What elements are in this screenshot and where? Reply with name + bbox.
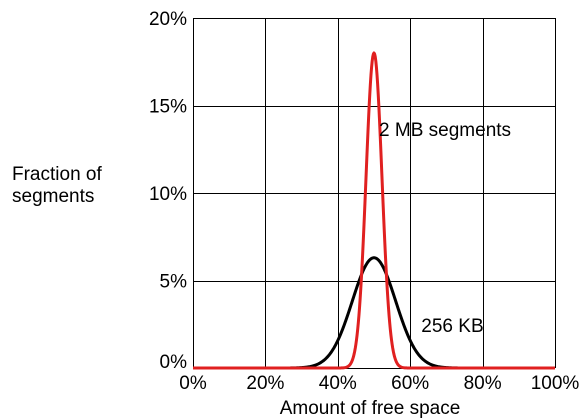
x-tick-label: 0%	[179, 373, 207, 394]
y-tick-label: 10%	[149, 184, 187, 205]
annotation-layer: 2 MB segments 256 KB	[379, 120, 511, 337]
axis-layer: Fraction of segments Amount of free spac…	[12, 164, 460, 419]
grid-layer	[193, 18, 556, 369]
y-tick-label: 15%	[149, 97, 187, 118]
y-tick-label: 0%	[160, 352, 188, 373]
y-axis-label-line-2: segments	[12, 186, 94, 207]
x-tick-label: 60%	[391, 373, 429, 394]
x-axis-label: Amount of free space	[280, 398, 461, 419]
annotation-2mb-segments: 2 MB segments	[379, 120, 511, 141]
x-tick-label: 100%	[531, 373, 580, 394]
series-256kb-curve	[192, 256, 556, 370]
y-tick-label: 5%	[160, 272, 188, 293]
annotation-256kb: 256 KB	[421, 316, 483, 337]
y-tick-label: 20%	[149, 9, 187, 30]
y-axis-label-line-1: Fraction of	[12, 164, 102, 185]
x-tick-label: 80%	[464, 373, 502, 394]
x-tick-label: 40%	[319, 373, 357, 394]
series-2mb-curve	[192, 51, 556, 370]
series-layer	[192, 51, 556, 370]
tick-layer: 0% 20% 40% 60% 80% 100% 0% 5% 10% 15% 20%	[149, 9, 579, 394]
x-tick-label: 20%	[246, 373, 284, 394]
